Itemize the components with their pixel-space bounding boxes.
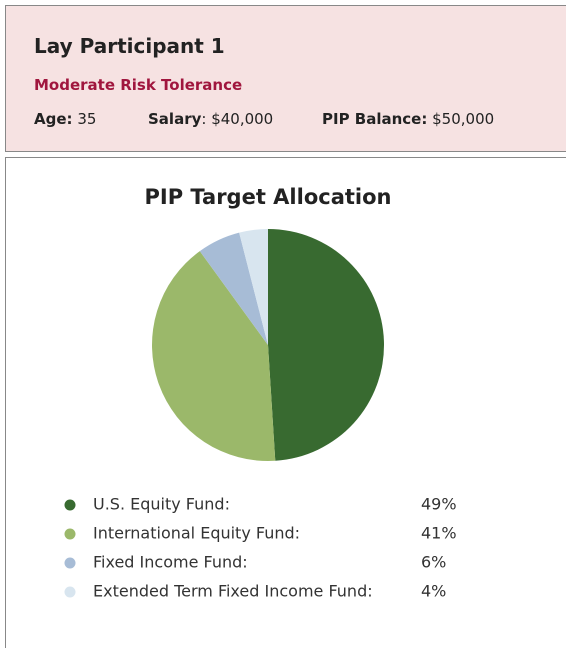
chart-title: PIP Target Allocation (145, 185, 392, 209)
legend-value: 6% (421, 553, 446, 572)
legend-dot (64, 499, 76, 511)
field: PIP Balance: $50,000 (322, 110, 494, 128)
legend-label: Extended Term Fixed Income Fund: (93, 582, 373, 601)
legend-value: 41% (421, 524, 457, 543)
participant-header: Lay Participant 1 Moderate Risk Toleranc… (5, 5, 566, 152)
field-value: 35 (77, 110, 97, 128)
legend-label: Fixed Income Fund: (93, 553, 248, 572)
legend-dot (64, 528, 76, 540)
field: Age: 35 (34, 110, 96, 128)
pie-slice (268, 229, 384, 461)
field-value: : $40,000 (201, 110, 274, 128)
field-label: PIP Balance: (322, 110, 428, 128)
legend-label: International Equity Fund: (93, 524, 300, 543)
legend-value: 4% (421, 582, 446, 601)
pie-slice (239, 229, 268, 345)
legend-dot (64, 557, 76, 569)
field-label: Age: (34, 110, 73, 128)
field-value: $50,000 (432, 110, 495, 128)
pie-slice (199, 232, 268, 345)
field-label: Salary (148, 110, 202, 128)
header-title: Lay Participant 1 (34, 34, 225, 58)
legend-value: 49% (421, 495, 457, 514)
legend-dot (64, 586, 76, 598)
field: Salary: $40,000 (148, 110, 273, 128)
legend-label: U.S. Equity Fund: (93, 495, 230, 514)
pie-slice (151, 251, 276, 461)
header-subtitle: Moderate Risk Tolerance (34, 76, 243, 94)
